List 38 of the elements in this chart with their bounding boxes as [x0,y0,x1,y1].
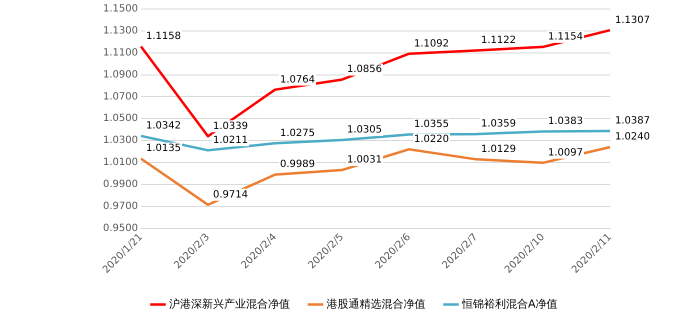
y-tick-label: 1.1300 [102,26,138,37]
data-label: 1.0339 [212,120,248,132]
y-tick-label: 0.9900 [102,179,138,190]
data-label: 1.0129 [480,144,516,155]
y-tick-label: 1.0700 [102,91,138,102]
y-tick-label: 1.0500 [102,113,138,124]
y-tick-label: 1.1100 [102,47,138,58]
data-label: 1.1307 [615,14,650,26]
legend-label: 恒锦裕利混合A净值 [460,297,558,310]
y-tick-label: 1.0900 [102,69,138,80]
data-label: 0.9989 [280,159,315,170]
data-label: 1.0135 [146,143,181,154]
data-label: 1.0764 [280,74,315,86]
legend-label: 沪港深新兴产业混合净值 [168,297,290,310]
data-label: 1.0097 [548,147,583,158]
data-label: 1.0342 [146,120,181,132]
y-tick-label: 1.0100 [102,157,138,168]
data-label: 1.0211 [212,134,248,146]
y-tick-label: 0.9500 [102,222,138,234]
data-label: 1.0305 [346,124,382,136]
data-label: 1.0240 [615,132,650,143]
y-tick-label: 1.0300 [102,135,138,146]
data-label: 1.0383 [548,116,583,128]
data-label: 1.0275 [280,128,315,139]
data-label: 1.0856 [346,64,382,76]
data-label: 1.1158 [146,31,181,42]
data-label: 1.1092 [414,38,449,50]
legend-label: 港股通精选混合净值 [326,297,426,310]
data-label: 0.9714 [212,189,248,200]
data-label: 1.1154 [548,32,583,43]
data-label: 1.1122 [480,35,516,46]
data-label: 1.0031 [346,154,382,166]
data-label: 1.0355 [414,119,449,130]
data-label: 1.0359 [480,118,516,130]
y-tick-label: 1.1500 [102,4,138,15]
data-label: 1.0387 [615,116,650,127]
data-label: 1.0220 [414,134,449,145]
y-tick-label: 0.9700 [102,200,138,212]
